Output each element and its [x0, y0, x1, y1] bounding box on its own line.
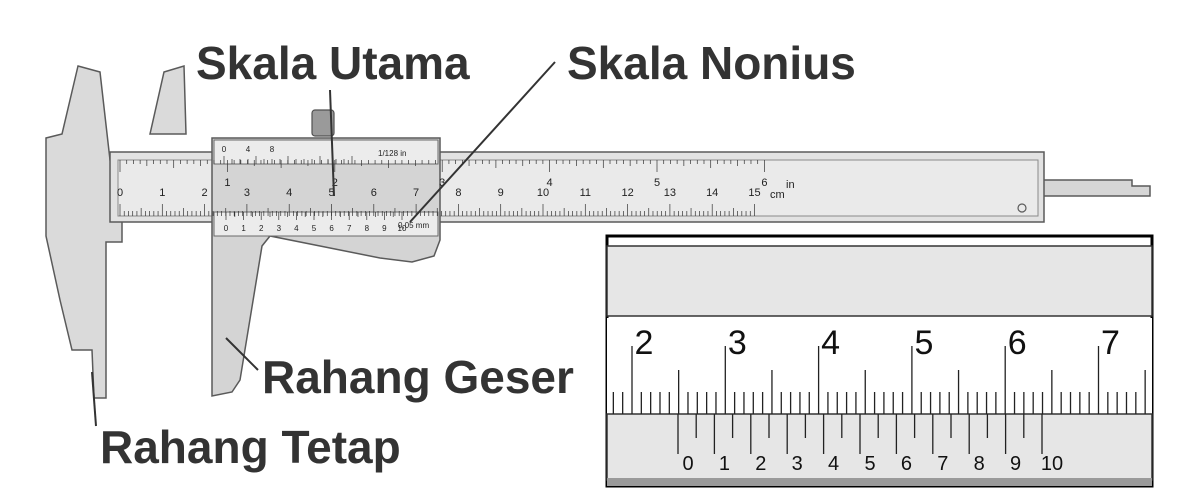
upper-vernier-window [213, 139, 439, 165]
cm-number: 8 [455, 187, 461, 199]
zoom-vernier-number: 3 [792, 453, 803, 475]
leader-vernier-scale [409, 61, 556, 223]
lower-vernier-number: 3 [277, 224, 282, 233]
lower-vernier-unit: 0,05 mm [398, 221, 429, 230]
inch-number: 5 [654, 177, 660, 189]
upper-vernier-number: 8 [270, 145, 275, 154]
leader-main-scale [329, 89, 335, 197]
zoom-main-number: 3 [728, 324, 747, 362]
zoom-bottom-edge [607, 478, 1152, 486]
cm-number: 11 [580, 187, 591, 199]
inch-number: 4 [547, 177, 553, 189]
leader-sliding-jaw [225, 337, 259, 371]
sliding-jaw-label: Rahang Geser [262, 351, 574, 403]
inch-number: 6 [761, 177, 767, 189]
zoom-main-number: 4 [821, 324, 840, 362]
zoom-main-number: 7 [1101, 324, 1120, 362]
zoom-vernier-number: 1 [719, 453, 730, 475]
inch-number: 1 [224, 177, 230, 189]
zoom-slider-top [606, 245, 1153, 317]
thumb-screw [311, 109, 335, 137]
zoom-vernier-plate [606, 413, 1153, 481]
lower-vernier-number: 4 [294, 224, 299, 233]
cm-number: 1 [159, 187, 165, 199]
lower-vernier-number: 9 [382, 224, 387, 233]
zoom-vernier-number: 7 [937, 453, 948, 475]
fixed-jaw-label: Rahang Tetap [100, 421, 401, 473]
caliper-ticks [119, 156, 765, 220]
cm-number: 4 [286, 187, 292, 199]
upper-vernier-number: 4 [246, 145, 251, 154]
cm-number: 7 [413, 187, 419, 199]
zoom-main-number: 2 [635, 324, 654, 362]
zoom-inset: 2 3 4 5 6 7 0 1 2 3 4 5 6 7 8 9 10 [605, 234, 1154, 488]
cm-number: 15 [748, 187, 760, 199]
zoom-vernier-number: 8 [974, 453, 985, 475]
zoom-main-number: 5 [914, 324, 933, 362]
lower-vernier-number: 0 [224, 224, 229, 233]
zoom-vernier-number: 0 [682, 453, 693, 475]
beam-hole [1017, 203, 1027, 213]
cm-number: 6 [371, 187, 377, 199]
cm-number: 5 [328, 187, 334, 199]
cm-number: 14 [706, 187, 718, 199]
zoom-vernier-number: 9 [1010, 453, 1021, 475]
fixed-jaw-upper-inner [149, 65, 187, 135]
zoom-vernier-number: 4 [828, 453, 839, 475]
lower-vernier-number: 5 [312, 224, 317, 233]
cm-number: 13 [664, 187, 676, 199]
unit-in: in [786, 179, 795, 191]
inch-number: 2 [332, 177, 338, 189]
main-scale-label: Skala Utama [196, 37, 470, 89]
inch-number: 3 [439, 177, 445, 189]
lower-vernier-number: 10 [398, 224, 407, 233]
cm-number: 3 [244, 187, 250, 199]
leader-fixed-jaw [91, 371, 97, 427]
upper-vernier-unit: 1/128 in [378, 149, 406, 158]
cm-number: 0 [117, 187, 123, 199]
zoom-vernier-number: 10 [1041, 453, 1063, 475]
unit-cm: cm [770, 189, 785, 201]
zoom-main-number: 6 [1008, 324, 1027, 362]
depth-rod [1039, 179, 1151, 197]
lower-vernier-number: 8 [365, 224, 370, 233]
lower-vernier-number: 7 [347, 224, 352, 233]
zoom-labels: 2 3 4 5 6 7 0 1 2 3 4 5 6 7 8 9 10 [635, 324, 1120, 475]
zoom-ticks [612, 346, 1146, 454]
lower-vernier-number: 2 [259, 224, 264, 233]
cm-number: 2 [202, 187, 208, 199]
cm-number: 10 [537, 187, 549, 199]
lower-vernier-number: 1 [241, 224, 246, 233]
zoom-vernier-number: 2 [755, 453, 766, 475]
lower-vernier-number: 6 [329, 224, 334, 233]
caliper-labels: cm in 1/128 in 0,05 mm 0 1 2 3 4 5 6 7 8 9 10 11 12 1… [117, 145, 795, 233]
zoom-vernier-number: 6 [901, 453, 912, 475]
upper-vernier-number: 0 [222, 145, 227, 154]
fixed-jaw [45, 65, 123, 399]
cm-number: 9 [498, 187, 504, 199]
zoom-vernier-number: 5 [864, 453, 875, 475]
vernier-scale-label: Skala Nonius [567, 37, 856, 89]
cm-number: 12 [621, 187, 633, 199]
